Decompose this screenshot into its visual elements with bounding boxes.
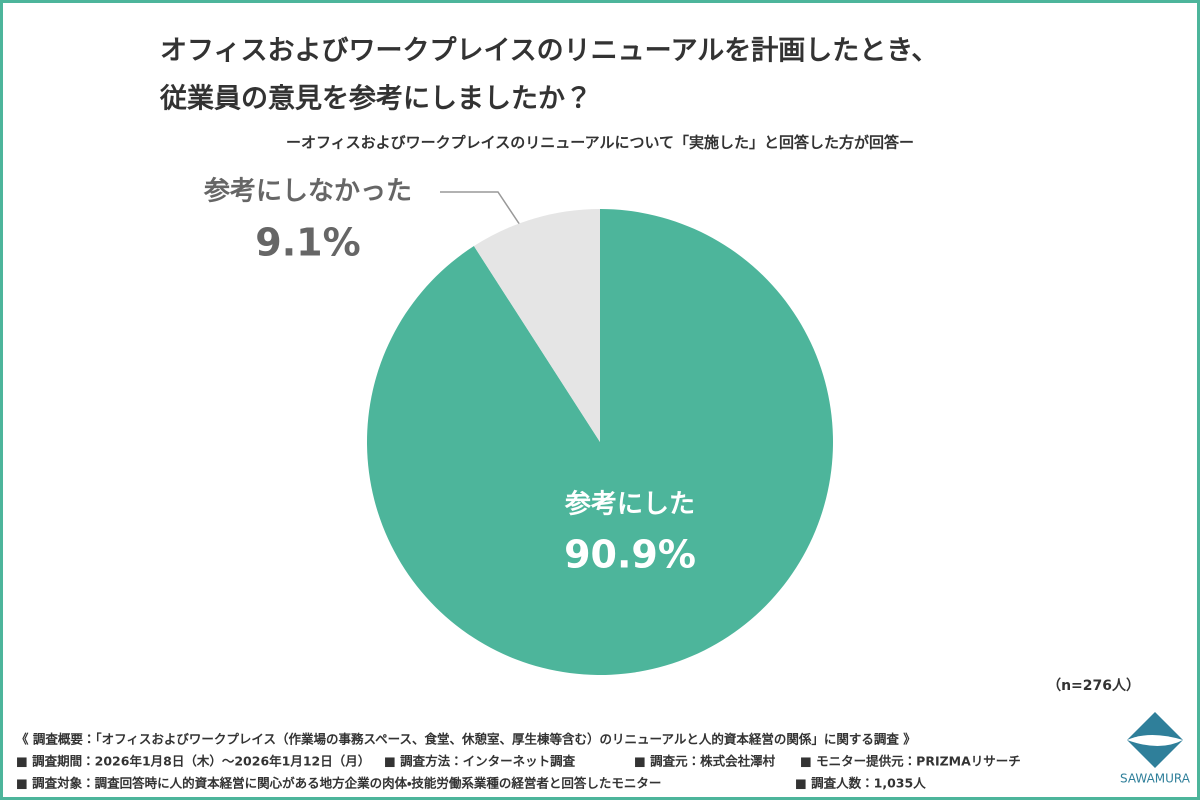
footnote: 《 調査概要：「オフィスおよびワークプレイス（作業場の事務スペース、食堂、休憩室… xyxy=(16,732,916,747)
slice-label: 参考にした xyxy=(564,490,695,520)
slice-label: 参考にしなかった xyxy=(203,177,412,207)
chart-subtitle: ーオフィスおよびワークプレイスのリニューアルについて「実施した」と回答した方が回… xyxy=(286,134,914,152)
chart-title: オフィスおよびワークプレイスのリニューアルを計画したとき、 xyxy=(160,36,938,67)
chart-title: 従業員の意見を参考にしましたか？ xyxy=(159,84,592,115)
footnote: ■ 調査期間：2026年1月8日（木）〜2026年1月12日（月） xyxy=(16,754,370,769)
value-label: 9.1% xyxy=(255,221,360,265)
logo: SAWAMURA xyxy=(1120,712,1191,786)
pie-slice xyxy=(367,209,833,676)
logo-wave xyxy=(1127,735,1183,746)
footnote: ■ 調査対象：調査回答時に人的資本経営に関心がある地方企業の肉体・技能労働系業種… xyxy=(16,776,661,791)
footnote: ■ 調査元：株式会社澤村 xyxy=(634,754,776,769)
value-label: 90.9% xyxy=(564,533,696,577)
sample-note: （n=276人） xyxy=(1047,678,1140,694)
footnote: ■ 調査人数：1,035人 xyxy=(795,776,926,791)
pie-slice xyxy=(473,209,600,442)
logo-text: SAWAMURA xyxy=(1120,772,1191,786)
footnote: ■ 調査方法：インターネット調査 xyxy=(384,754,576,769)
footnote: ■ モニター提供元：PRIZMAリサーチ xyxy=(800,754,1021,769)
